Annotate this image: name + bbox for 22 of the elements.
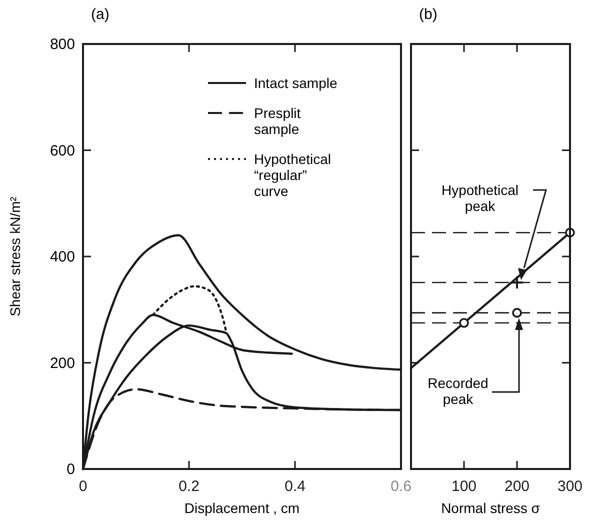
x-tick-label: 100 — [451, 478, 477, 495]
chart-title: (b) — [419, 6, 438, 23]
legend-label: Intact sample — [254, 75, 338, 91]
legend-label: Hypothetical “regular” curve — [254, 151, 332, 199]
x-tick-label: 200 — [504, 478, 530, 495]
x-axis-title: Normal stress σ — [441, 500, 540, 516]
y-tick-label: 400 — [50, 248, 75, 266]
y-tick-label: 0 — [66, 461, 75, 478]
annotation: Hypothetical peak — [441, 182, 519, 214]
y-tick-label: 800 — [50, 36, 75, 53]
x-axis-title: Displacement , cm — [184, 500, 300, 516]
chart-title: (a) — [91, 6, 110, 23]
y-axis-title: Shear stress kN/m² — [7, 196, 23, 316]
annotation: Recorded peak — [428, 375, 488, 407]
x-tick-label: 300 — [557, 478, 583, 495]
x-tick-label: 0.2 — [178, 478, 200, 495]
x-tick-label: 0 — [78, 478, 88, 495]
legend-label: Presplit sample — [254, 105, 301, 137]
y-tick-label: 600 — [50, 142, 75, 160]
y-tick-label: 200 — [50, 354, 75, 372]
x-tick-label: 0.6 — [390, 478, 412, 495]
x-tick-label: 0.4 — [284, 478, 306, 495]
